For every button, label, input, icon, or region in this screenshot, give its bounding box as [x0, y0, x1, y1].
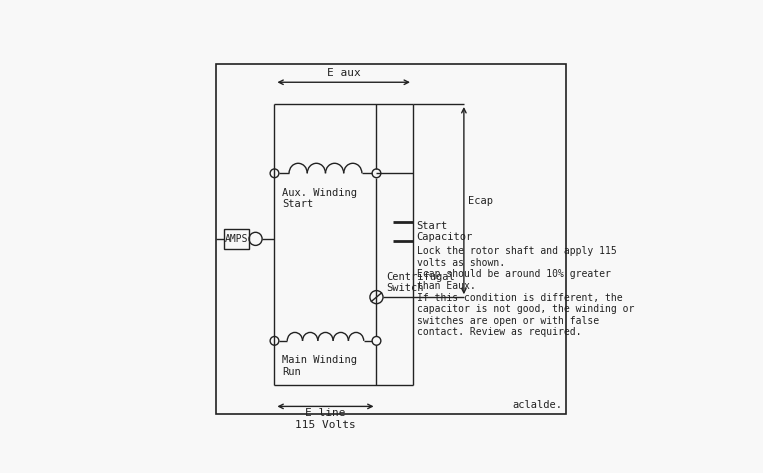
Text: E aux: E aux — [327, 68, 361, 78]
Text: aclalde.: aclalde. — [512, 400, 562, 410]
Text: E line
115 Volts: E line 115 Volts — [295, 408, 356, 430]
Text: Main Winding
Run: Main Winding Run — [282, 355, 357, 377]
Text: Centrifugal
Switch: Centrifugal Switch — [387, 272, 456, 293]
Bar — [224, 229, 249, 249]
Text: Ecap: Ecap — [468, 196, 493, 206]
Text: Lock the rotor shaft and apply 115
volts as shown.
Ecap should be around 10% gre: Lock the rotor shaft and apply 115 volts… — [417, 246, 634, 337]
Text: Start
Capacitor: Start Capacitor — [417, 221, 473, 242]
Text: AMPS: AMPS — [224, 234, 248, 244]
Text: Aux. Winding
Start: Aux. Winding Start — [282, 188, 357, 210]
